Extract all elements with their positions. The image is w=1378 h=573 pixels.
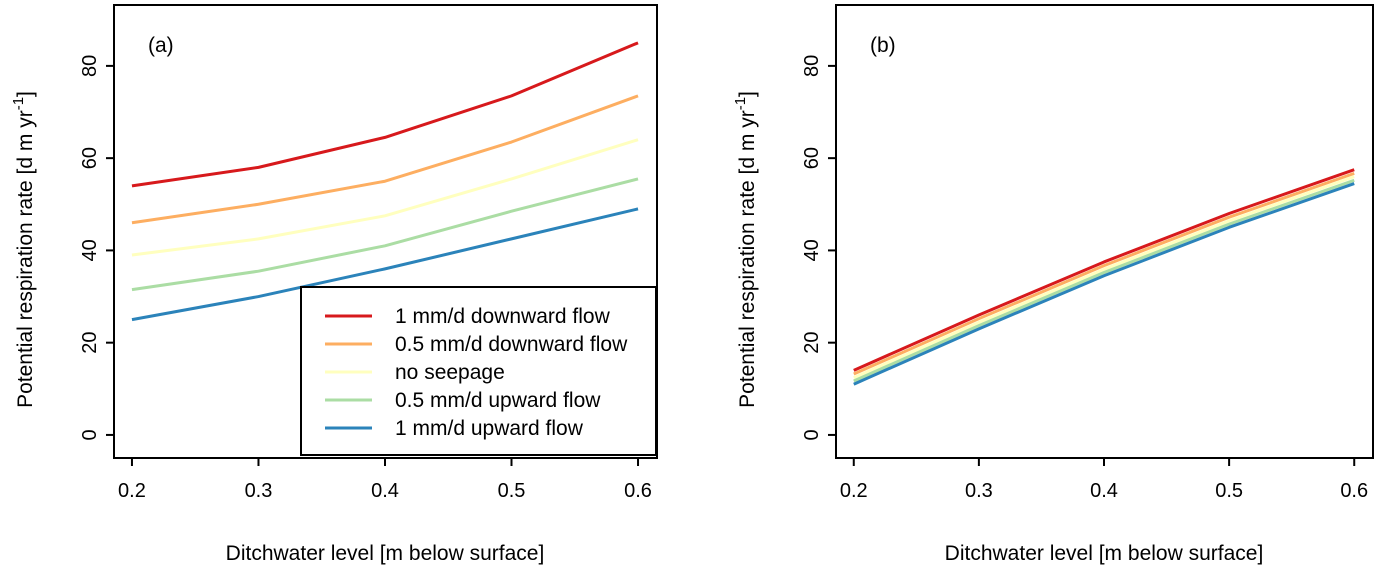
- y-tick-label: 80: [801, 55, 823, 77]
- series-line-no-seepage: [131, 138, 639, 257]
- x-tick-label: 0.2: [118, 480, 146, 502]
- series-line-1-mm-d-upward-flow: [853, 182, 1355, 386]
- series-line-0-5-mm-d-upward-flow: [853, 178, 1355, 383]
- x-tick-label: 0.4: [1090, 480, 1118, 502]
- y-tick-label: 80: [79, 55, 101, 77]
- panel-label: (b): [870, 34, 896, 57]
- y-tick-label: 20: [801, 332, 823, 354]
- series-line-0-5-mm-d-downward-flow: [853, 171, 1355, 376]
- x-axis-title: Ditchwater level [m below surface]: [226, 542, 545, 565]
- panel-a: 0.2 0.3 0.4 0.5 0.6 0 20 40 60 80 Ditchwater level…: [10, 4, 658, 565]
- y-axis-title: Potential respiration rate [d m yr-1]: [732, 91, 759, 408]
- panel-b: 0.2 0.3 0.4 0.5 0.6 0 20 40 60 80 Ditchwater level…: [732, 4, 1374, 565]
- x-tick-label: 0.6: [1340, 480, 1368, 502]
- x-tick-label: 0.4: [371, 480, 399, 502]
- y-tick-label: 60: [801, 147, 823, 169]
- y-tick-label: 40: [79, 239, 101, 261]
- y-tick-label: 40: [801, 239, 823, 261]
- series-line-1-mm-d-downward-flow: [131, 41, 639, 188]
- y-tick-label: 0: [79, 429, 101, 440]
- series-line-no-seepage: [853, 175, 1355, 380]
- panel-label: (a): [148, 34, 174, 57]
- y-tick-label: 60: [79, 147, 101, 169]
- y-tick-label: 20: [79, 332, 101, 354]
- legend-label: 1 mm/d upward flow: [395, 417, 584, 440]
- x-tick-label: 0.3: [965, 480, 993, 502]
- y-axis-title: Potential respiration rate [d m yr-1]: [10, 91, 37, 408]
- x-tick-label: 0.5: [1215, 480, 1243, 502]
- plot-box: [835, 4, 1374, 459]
- x-axis-title: Ditchwater level [m below surface]: [945, 542, 1264, 565]
- legend-label: no seepage: [395, 361, 505, 384]
- x-tick-label: 0.3: [245, 480, 273, 502]
- x-tick-label: 0.2: [840, 480, 868, 502]
- series-line-0-5-mm-d-upward-flow: [131, 177, 639, 292]
- y-tick-label: 0: [801, 429, 823, 440]
- legend-label: 1 mm/d downward flow: [395, 305, 611, 328]
- legend-label: 0.5 mm/d upward flow: [395, 389, 601, 412]
- series-line-1-mm-d-downward-flow: [853, 168, 1355, 372]
- x-tick-label: 0.5: [498, 480, 526, 502]
- legend-label: 0.5 mm/d downward flow: [395, 333, 628, 356]
- x-tick-label: 0.6: [624, 480, 652, 502]
- series-line-1-mm-d-upward-flow: [131, 207, 639, 322]
- series-line-0-5-mm-d-downward-flow: [131, 94, 639, 225]
